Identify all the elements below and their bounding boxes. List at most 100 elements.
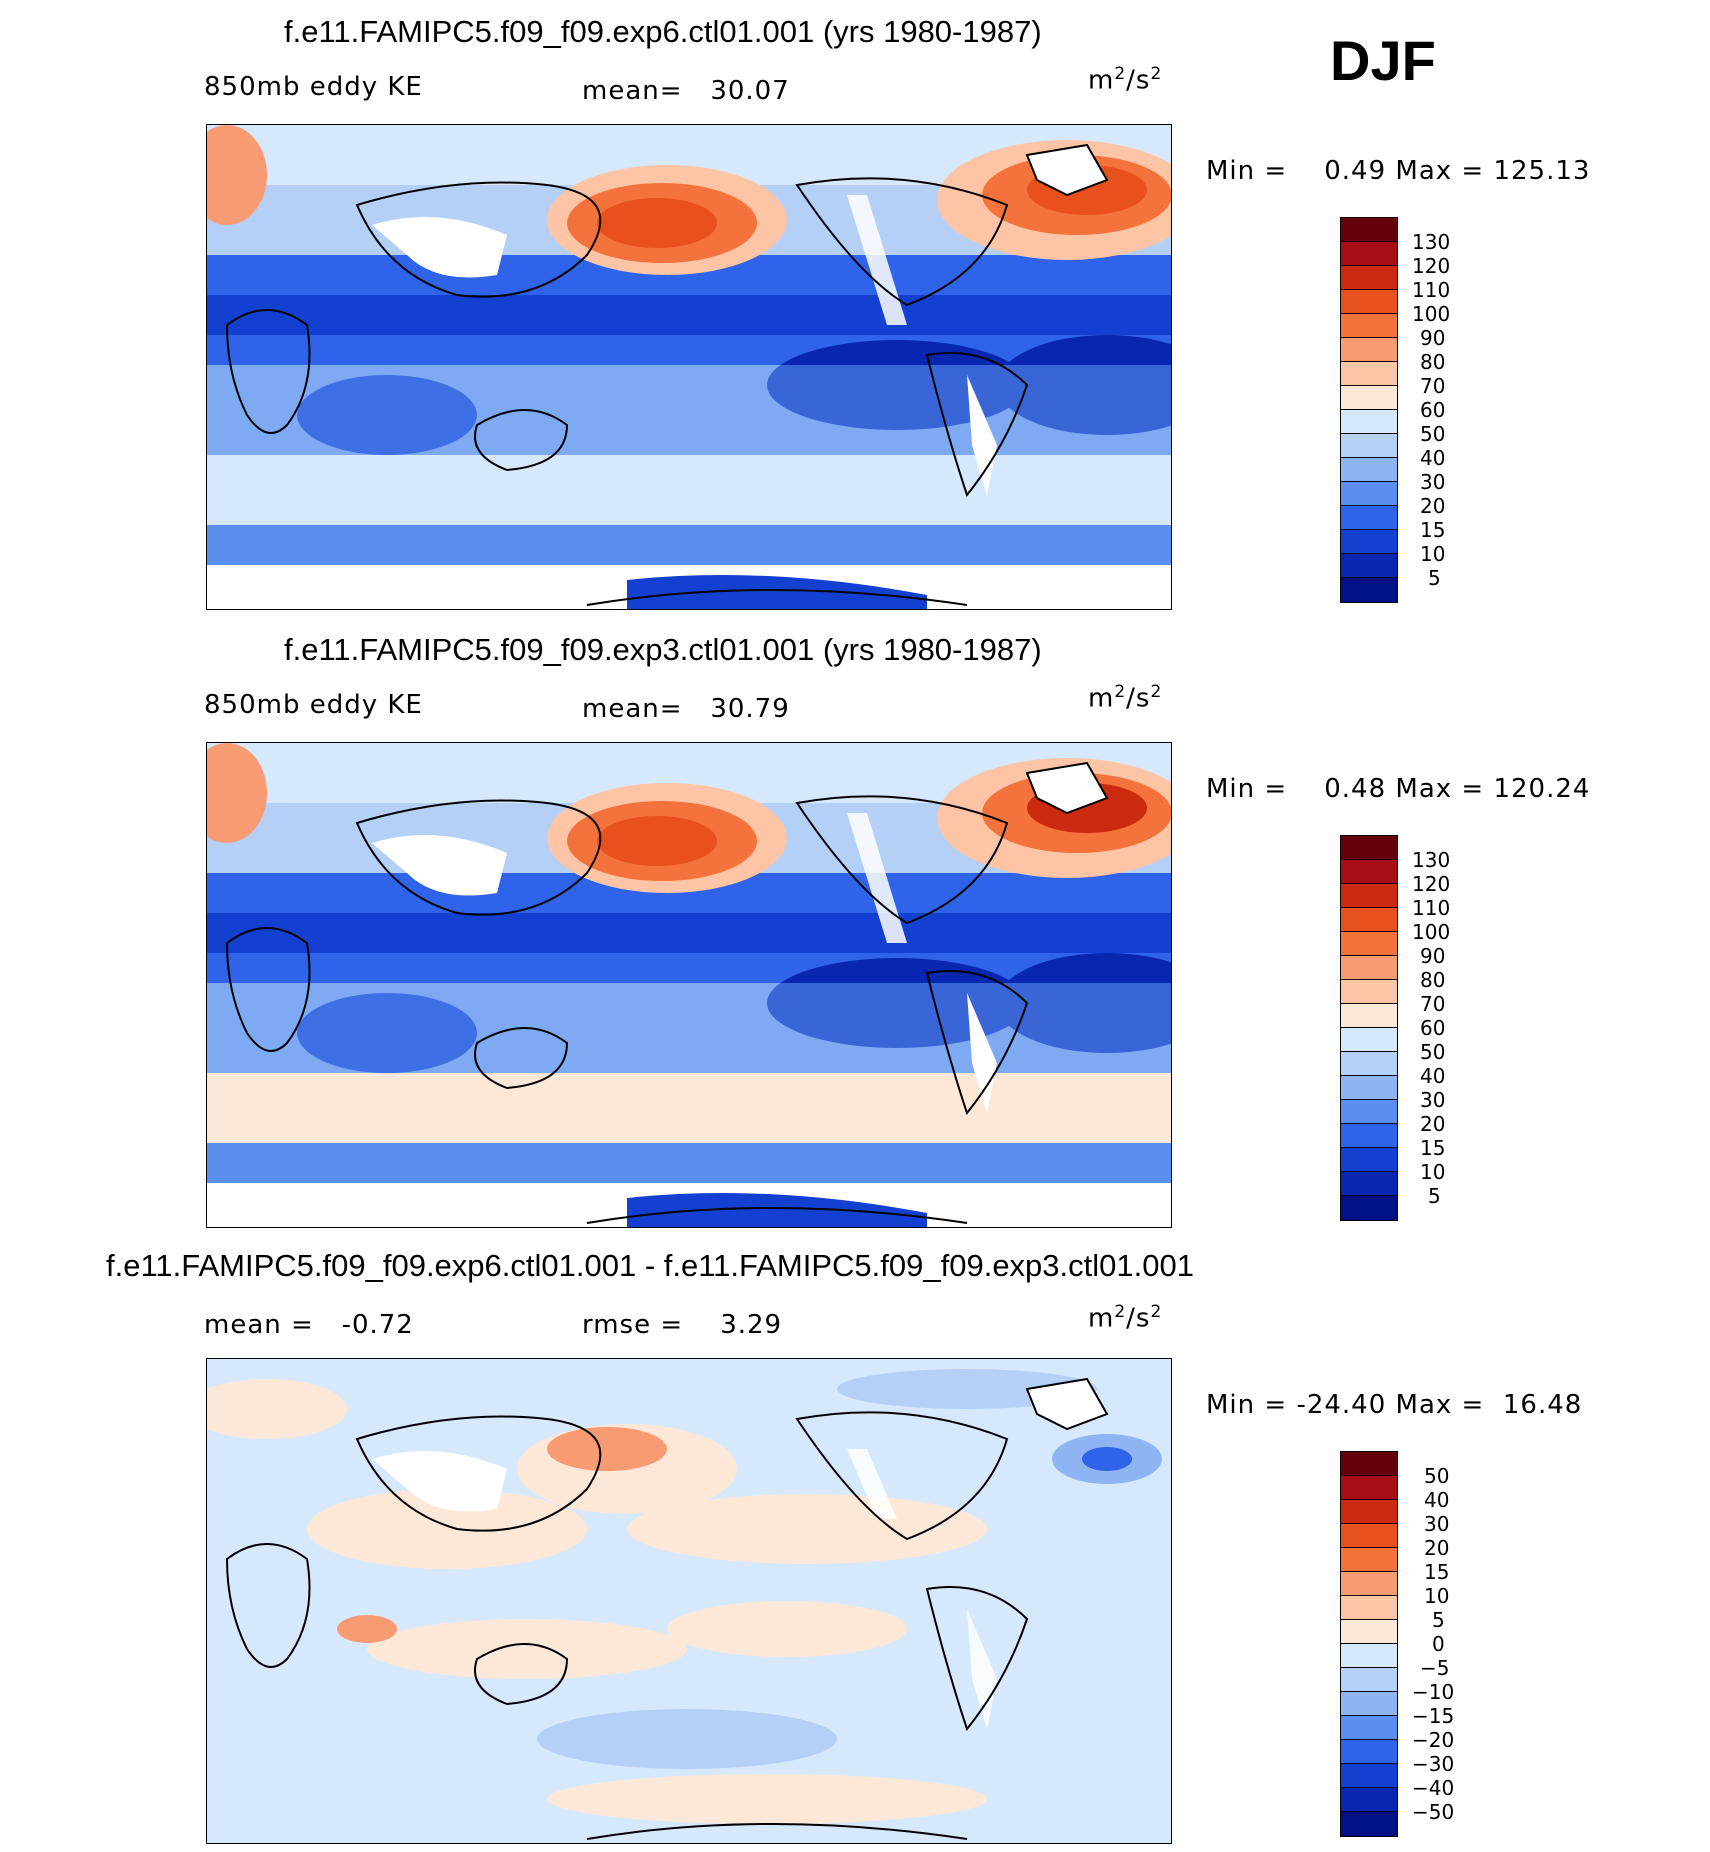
panel-3-mean-label: mean = -0.72 [204,1310,414,1340]
colorbar-label: 120 [1412,254,1451,278]
panel-1-units: m2/s2 [1088,64,1163,96]
colorbar-swatch [1341,410,1397,434]
colorbar-label: 90 [1420,326,1446,350]
colorbar-label: −50 [1412,1800,1455,1824]
colorbar-label: 90 [1420,944,1446,968]
colorbar-swatch [1341,908,1397,932]
colorbar-label: 60 [1420,398,1446,422]
colorbar-label: 40 [1424,1488,1450,1512]
colorbar-label: 50 [1420,1040,1446,1064]
panel-1-colorbar [1340,217,1398,603]
panel-1-map [206,124,1172,610]
colorbar-label: 20 [1420,494,1446,518]
colorbar-swatch [1341,314,1397,338]
colorbar-label: 5 [1428,1184,1441,1208]
colorbar-swatch [1341,362,1397,386]
colorbar-label: 110 [1412,278,1451,302]
colorbar-label: 30 [1420,1088,1446,1112]
panel-3-map [206,1358,1172,1844]
colorbar-label: −15 [1412,1704,1455,1728]
colorbar-swatch [1341,506,1397,530]
colorbar-label: 80 [1420,968,1446,992]
colorbar-swatch [1341,1524,1397,1548]
colorbar-label: −20 [1412,1728,1455,1752]
colorbar-label: 120 [1412,872,1451,896]
colorbar-swatch [1341,884,1397,908]
colorbar-swatch [1341,1100,1397,1124]
colorbar-label: 50 [1420,422,1446,446]
colorbar-label: 50 [1424,1464,1450,1488]
panel-2-minmax: Min = 0.48 Max = 120.24 [1206,774,1591,804]
colorbar-label: 10 [1420,542,1446,566]
colorbar-label: 20 [1424,1536,1450,1560]
colorbar-label: 130 [1412,848,1451,872]
panel-3-colorbar [1340,1451,1398,1837]
colorbar-label: −40 [1412,1776,1455,1800]
colorbar-swatch [1341,1716,1397,1740]
colorbar-swatch [1341,1004,1397,1028]
panel-2-colorbar [1340,835,1398,1221]
colorbar-label: −5 [1420,1656,1450,1680]
colorbar-swatch [1341,836,1397,860]
colorbar-swatch [1341,578,1397,602]
season-label: DJF [1330,29,1436,92]
colorbar-label: −30 [1412,1752,1455,1776]
panel-3-title: f.e11.FAMIPC5.f09_f09.exp6.ctl01.001 - f… [106,1248,1194,1283]
colorbar-label: 110 [1412,896,1451,920]
colorbar-swatch [1341,860,1397,884]
colorbar-swatch [1341,1668,1397,1692]
colorbar-swatch [1341,482,1397,506]
colorbar-label: 70 [1420,374,1446,398]
colorbar-swatch [1341,1644,1397,1668]
colorbar-swatch [1341,1148,1397,1172]
colorbar-swatch [1341,1620,1397,1644]
colorbar-swatch [1341,1596,1397,1620]
colorbar-label: −10 [1412,1680,1455,1704]
colorbar-label: 60 [1420,1016,1446,1040]
colorbar-swatch [1341,1028,1397,1052]
colorbar-swatch [1341,980,1397,1004]
panel-2-map [206,742,1172,1228]
colorbar-swatch [1341,1196,1397,1220]
colorbar-label: 100 [1412,302,1451,326]
panel-1-mean-label: mean= 30.07 [582,76,790,106]
colorbar-swatch [1341,1572,1397,1596]
panel-1-map-svg [207,125,1171,609]
colorbar-label: 10 [1420,1160,1446,1184]
panel-3-map-svg [207,1359,1171,1843]
colorbar-label: 30 [1420,470,1446,494]
colorbar-swatch [1341,1764,1397,1788]
colorbar-swatch [1341,434,1397,458]
colorbar-swatch [1341,338,1397,362]
colorbar-swatch [1341,1692,1397,1716]
colorbar-swatch [1341,266,1397,290]
colorbar-swatch [1341,1452,1397,1476]
panel-2-map-svg [207,743,1171,1227]
colorbar-label: 15 [1420,518,1446,542]
colorbar-swatch [1341,932,1397,956]
panel-3-minmax: Min = -24.40 Max = 16.48 [1206,1390,1583,1420]
panel-1-minmax: Min = 0.49 Max = 125.13 [1206,156,1591,186]
colorbar-swatch [1341,1172,1397,1196]
colorbar-label: 70 [1420,992,1446,1016]
colorbar-swatch [1341,1124,1397,1148]
colorbar-swatch [1341,218,1397,242]
colorbar-swatch [1341,1740,1397,1764]
colorbar-swatch [1341,242,1397,266]
panel-2-units: m2/s2 [1088,682,1163,714]
colorbar-swatch [1341,1788,1397,1812]
colorbar-swatch [1341,1052,1397,1076]
colorbar-label: 100 [1412,920,1451,944]
colorbar-label: 40 [1420,1064,1446,1088]
panel-2-variable-label: 850mb eddy KE [204,690,423,720]
colorbar-swatch [1341,1812,1397,1836]
colorbar-label: 5 [1428,566,1441,590]
panel-2-title: f.e11.FAMIPC5.f09_f09.exp3.ctl01.001 (yr… [284,632,1042,667]
colorbar-swatch [1341,956,1397,980]
colorbar-swatch [1341,1076,1397,1100]
colorbar-swatch [1341,386,1397,410]
colorbar-swatch [1341,290,1397,314]
colorbar-label: 0 [1432,1632,1445,1656]
panel-2-mean-label: mean= 30.79 [582,694,790,724]
colorbar-swatch [1341,1476,1397,1500]
